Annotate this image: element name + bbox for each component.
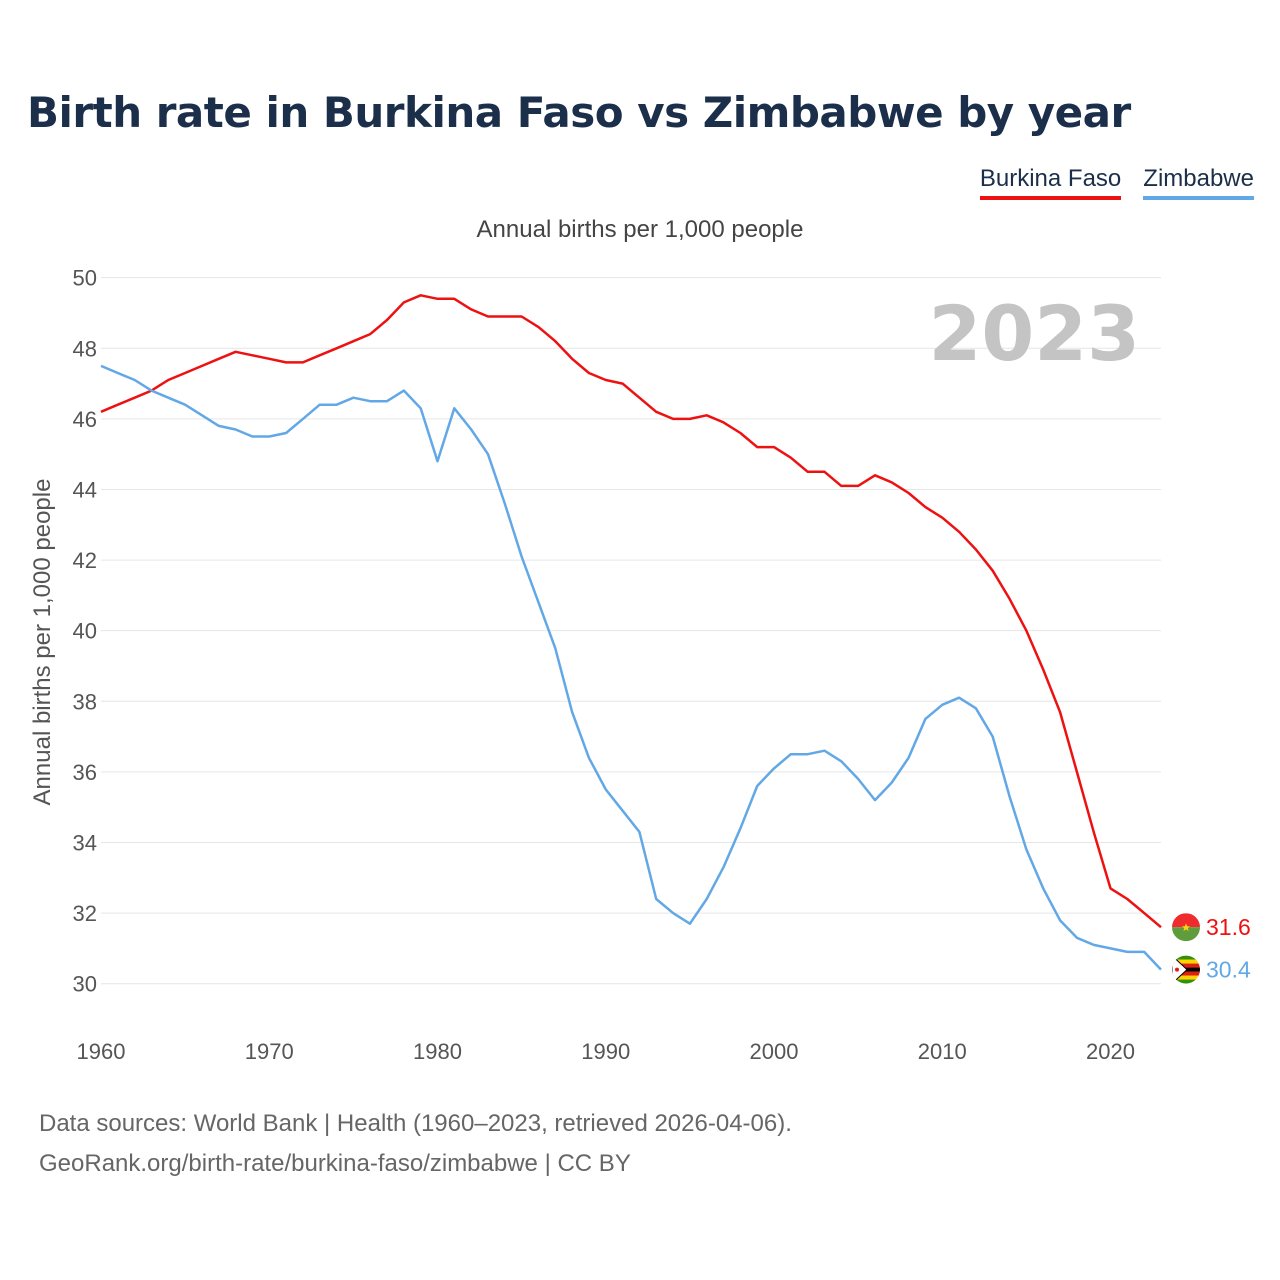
x-tick-label-1960: 1960: [77, 1039, 126, 1064]
legend-item-burkina-faso[interactable]: Burkina Faso: [979, 164, 1122, 200]
y-axis-title: Annual births per 1,000 people: [29, 479, 56, 806]
year-watermark: 2023: [928, 289, 1140, 378]
end-label-zimbabwe: 30.4: [1206, 957, 1251, 983]
zimbabwe-flag-icon: [1172, 955, 1200, 984]
y-tick-label-40: 40: [73, 619, 97, 644]
chart-title: Birth rate in Burkina Faso vs Zimbabwe b…: [27, 88, 1131, 137]
y-tick-label-50: 50: [73, 266, 97, 291]
x-tick-label-1990: 1990: [581, 1039, 630, 1064]
burkina-faso-flag-icon: [1172, 913, 1200, 942]
x-tick-label-1980: 1980: [413, 1039, 462, 1064]
source-url-text: GeoRank.org/birth-rate/burkina-faso/zimb…: [39, 1150, 631, 1177]
x-tick-label-2020: 2020: [1086, 1039, 1135, 1064]
x-tick-label-2010: 2010: [918, 1039, 967, 1064]
series-line-burkina-faso: [100, 294, 1162, 929]
y-tick-label-36: 36: [73, 760, 97, 785]
y-tick-label-34: 34: [73, 830, 97, 855]
legend-item-zimbabwe[interactable]: Zimbabwe: [1143, 164, 1254, 200]
y-tick-label-44: 44: [73, 477, 97, 502]
y-tick-label-46: 46: [73, 407, 97, 432]
data-sources-text: Data sources: World Bank | Health (1960–…: [39, 1110, 792, 1137]
y-tick-label-48: 48: [73, 336, 97, 361]
x-tick-label-1970: 1970: [245, 1039, 294, 1064]
y-tick-label-30: 30: [73, 972, 97, 997]
chart-subtitle: Annual births per 1,000 people: [476, 216, 804, 243]
legend: Burkina Faso Zimbabwe: [979, 164, 1254, 200]
y-tick-label-38: 38: [73, 689, 97, 714]
y-tick-label-42: 42: [73, 548, 97, 573]
end-label-burkina-faso: 31.6: [1206, 914, 1251, 940]
y-tick-label-32: 32: [73, 901, 97, 926]
footer: Data sources: World Bank | Health (1960–…: [39, 1104, 792, 1184]
x-tick-label-2000: 2000: [750, 1039, 799, 1064]
series-line-zimbabwe: [100, 364, 1162, 971]
